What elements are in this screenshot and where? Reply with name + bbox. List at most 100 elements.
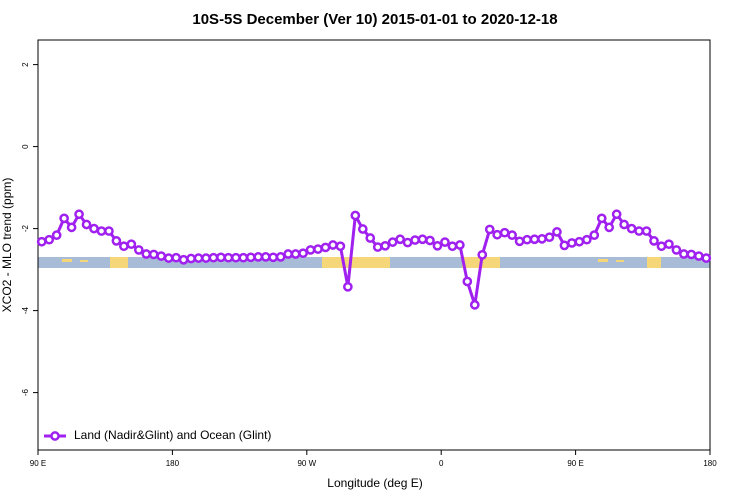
data-point — [335, 241, 346, 252]
data-point — [268, 252, 279, 263]
y-axis-label: XCO2 - MLO trend (ppm) — [0, 178, 14, 313]
data-point — [440, 237, 450, 247]
data-point — [402, 237, 413, 248]
data-point — [581, 234, 592, 245]
data-point — [171, 252, 181, 263]
data-point — [596, 213, 607, 224]
data-point — [104, 226, 114, 236]
data-point — [148, 249, 159, 260]
data-point — [425, 235, 435, 246]
data-point — [417, 234, 428, 245]
data-point — [96, 226, 107, 236]
data-point — [679, 249, 689, 259]
data-point — [410, 235, 420, 245]
data-point — [522, 234, 532, 245]
data-point — [380, 240, 391, 251]
y-tick-label: -2 — [21, 224, 30, 232]
data-point — [499, 227, 510, 238]
data-point — [51, 230, 62, 241]
data-point — [163, 253, 174, 263]
data-point — [119, 241, 129, 252]
data-point — [298, 248, 308, 259]
legend-label: Land (Nadir&Glint) and Ocean (Glint) — [74, 428, 271, 442]
data-point — [208, 252, 219, 263]
data-point — [611, 209, 622, 220]
data-point — [343, 281, 353, 292]
plot-frame — [37, 39, 711, 451]
data-point — [126, 239, 137, 250]
data-point — [469, 300, 480, 310]
y-tick-label: -6 — [21, 388, 30, 396]
data-point — [156, 251, 167, 261]
data-point — [178, 254, 189, 265]
data-point — [589, 230, 600, 241]
data-point — [216, 252, 226, 263]
data-point — [387, 237, 398, 247]
x-tick-label: 90 E — [30, 459, 46, 468]
data-point — [245, 252, 256, 263]
chart-title: 10S-5S December (Ver 10) 2015-01-01 to 2… — [192, 11, 557, 28]
data-point — [365, 233, 376, 243]
data-point — [529, 234, 540, 245]
data-point — [320, 242, 331, 253]
data-point — [350, 210, 361, 221]
data-point — [223, 252, 234, 263]
data-point — [44, 234, 55, 245]
data-point — [231, 252, 241, 263]
data-point — [604, 222, 615, 233]
x-tick-label: 180 — [166, 459, 180, 468]
data-point — [567, 238, 577, 248]
data-point — [484, 224, 495, 235]
data-point — [59, 213, 69, 224]
data-point — [671, 245, 682, 255]
data-point — [328, 240, 338, 250]
data-point — [283, 249, 293, 259]
data-point — [186, 253, 196, 264]
data-point — [626, 223, 637, 234]
data-point — [701, 253, 712, 263]
data-point — [537, 234, 547, 244]
x-tick-label: 90 E — [567, 459, 583, 468]
data-point — [641, 226, 652, 236]
data-point — [305, 245, 316, 255]
x-tick-label: 90 W — [297, 459, 316, 468]
y-tick-label: 2 — [21, 62, 30, 67]
data-point — [238, 252, 249, 263]
x-tick-label: 0 — [439, 459, 444, 468]
y-tick-label: -4 — [21, 306, 30, 314]
data-point — [634, 226, 644, 236]
data-point — [574, 236, 585, 247]
data-point — [664, 239, 674, 250]
data-point — [81, 219, 92, 230]
data-point — [133, 245, 144, 255]
data-point — [313, 244, 323, 254]
data-point — [693, 251, 704, 261]
data-point — [514, 236, 525, 247]
data-point — [544, 232, 555, 243]
data-point — [111, 236, 122, 246]
data-point — [552, 227, 562, 237]
data-point — [36, 236, 47, 247]
data-point — [193, 253, 204, 263]
data-point — [395, 234, 405, 245]
data-point — [477, 249, 488, 260]
data-point — [507, 230, 517, 241]
data-point — [447, 241, 458, 252]
data-point — [357, 224, 368, 234]
data-point — [619, 219, 629, 230]
data-point — [66, 222, 77, 233]
data-point — [649, 236, 659, 246]
data-point — [89, 223, 99, 234]
data-point — [253, 252, 264, 262]
data-point — [432, 240, 443, 251]
y-tick-label: 0 — [21, 144, 30, 149]
legend-marker — [50, 431, 60, 441]
x-axis-label: Longitude (deg E) — [327, 476, 422, 490]
data-point — [74, 209, 84, 220]
data-point — [275, 252, 286, 262]
x-tick-label: 180 — [703, 459, 717, 468]
data-point — [260, 252, 271, 262]
data-point — [559, 240, 570, 251]
data-point — [290, 249, 301, 259]
